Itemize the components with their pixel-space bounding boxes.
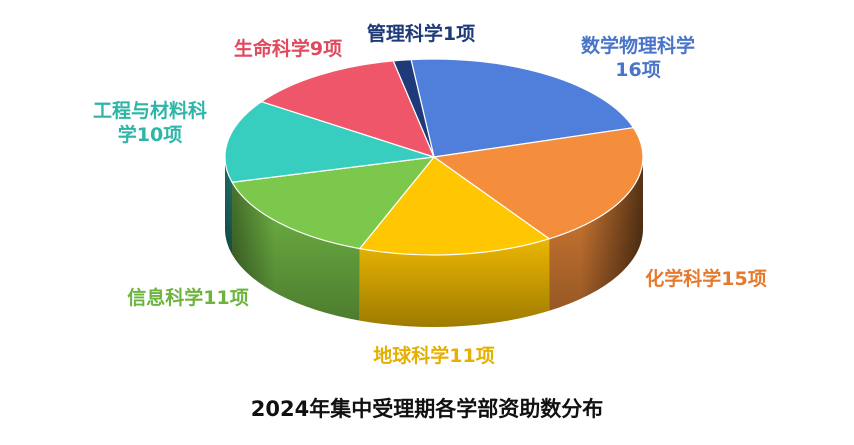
slice-label-管理科学: 管理科学1项	[367, 22, 475, 45]
slice-label-化学科学: 化学科学15项	[645, 267, 766, 290]
pie-sides	[225, 157, 643, 327]
pie-slice-信息科学	[231, 156, 435, 250]
pie-slice-化学科学	[433, 127, 644, 240]
slice-label-工程与材料科学: 工程与材料科学10项	[93, 99, 207, 146]
chart-title: 2024年集中受理期各学部资助数分布	[250, 397, 604, 421]
pie-side-shading	[225, 157, 643, 327]
pie-top-faces	[224, 58, 644, 256]
pie-slice-工程与材料科学	[224, 101, 435, 183]
pie-slice-数学物理科学	[410, 58, 635, 158]
pie-slice-管理科学	[392, 58, 435, 158]
slice-label-数学物理科学: 数学物理科学 16项	[581, 34, 695, 81]
slice-label-生命科学: 生命科学9项	[234, 37, 342, 60]
slice-label-地球科学: 地球科学11项	[373, 344, 494, 367]
pie-slice-地球科学	[359, 156, 550, 256]
pie-slice-生命科学	[260, 60, 435, 158]
slice-label-信息科学: 信息科学11项	[127, 286, 248, 309]
